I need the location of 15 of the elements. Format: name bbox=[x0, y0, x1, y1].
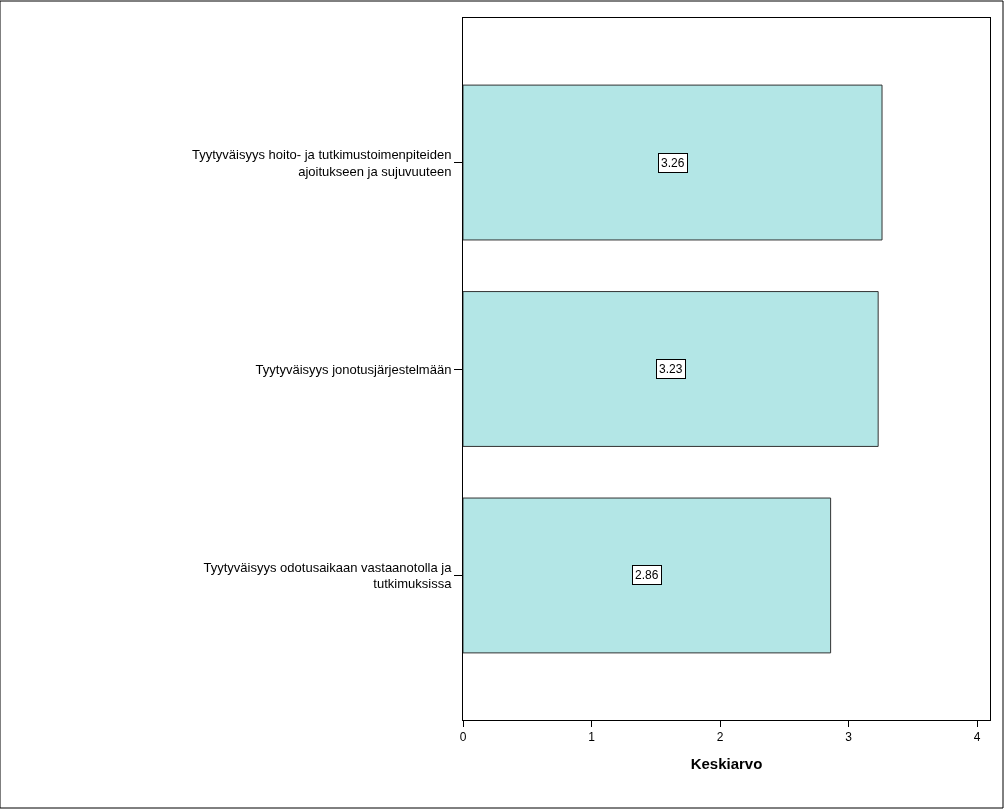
x-tick-label: 1 bbox=[588, 730, 596, 745]
x-tick-label: 0 bbox=[459, 730, 467, 745]
x-tick-label: 2 bbox=[716, 730, 724, 745]
data-label: 2.86 bbox=[635, 568, 659, 582]
y-tick-label: Tyytyväisyys jonotusjärjestelmään bbox=[255, 361, 452, 377]
bar bbox=[463, 497, 832, 654]
data-label: 3.23 bbox=[659, 362, 683, 376]
x-tick-label: 4 bbox=[973, 730, 981, 745]
y-tick-label: Tyytyväisyys hoito- ja tutkimustoimenpiteiden ajoitukseen ja sujuvuuteen bbox=[192, 146, 452, 179]
bar bbox=[463, 291, 879, 447]
x-tick-label: 3 bbox=[845, 730, 853, 745]
y-tick-label: Tyytyväisyys odotusaikaan vastaanotolla ja tutkimuksissa bbox=[203, 559, 453, 592]
bar bbox=[463, 84, 883, 241]
x-axis-title: Keskiarvo bbox=[690, 755, 763, 773]
data-label: 3.26 bbox=[661, 156, 685, 170]
